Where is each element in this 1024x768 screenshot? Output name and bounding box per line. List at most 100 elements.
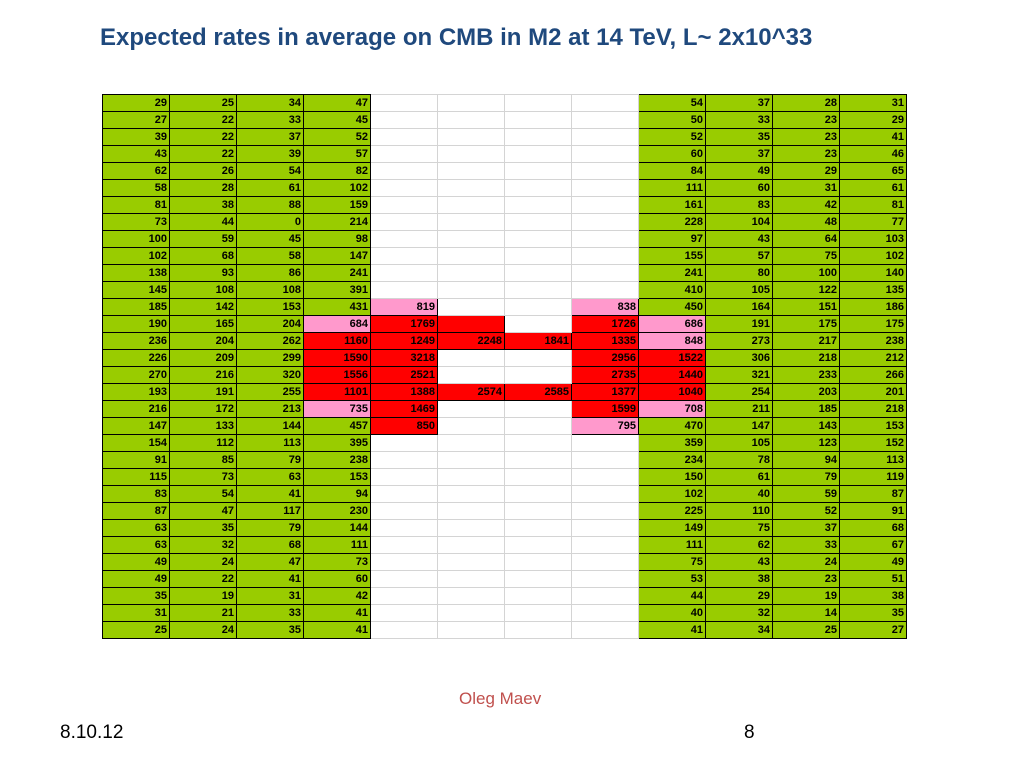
table-cell xyxy=(571,485,639,503)
table-cell: 25 xyxy=(169,94,237,112)
table-cell: 39 xyxy=(102,128,170,146)
table-cell xyxy=(504,145,572,163)
table-cell: 1040 xyxy=(638,383,706,401)
table-cell: 850 xyxy=(370,417,438,435)
table-cell: 49 xyxy=(705,162,773,180)
table-cell xyxy=(504,179,572,197)
table-cell xyxy=(571,502,639,520)
table-cell xyxy=(437,553,505,571)
table-cell: 431 xyxy=(303,298,371,316)
table-cell: 27 xyxy=(102,111,170,129)
table-cell: 1377 xyxy=(571,383,639,401)
table-cell xyxy=(504,400,572,418)
table-cell: 233 xyxy=(772,366,840,384)
table-cell: 31 xyxy=(102,604,170,622)
table-cell: 27 xyxy=(839,621,907,639)
table-row: 63 32 68 111 111 62 33 67 xyxy=(102,536,907,554)
table-cell: 228 xyxy=(638,213,706,231)
table-cell: 22 xyxy=(169,145,237,163)
table-cell: 110 xyxy=(705,502,773,520)
table-cell xyxy=(437,536,505,554)
table-cell: 450 xyxy=(638,298,706,316)
table-cell: 254 xyxy=(705,383,773,401)
author-name: Oleg Maev xyxy=(459,689,542,708)
table-cell xyxy=(370,145,438,163)
table-row: 58 28 61 102 111 60 31 61 xyxy=(102,179,907,197)
table-cell: 23 xyxy=(772,145,840,163)
table-cell: 153 xyxy=(839,417,907,435)
table-cell: 104 xyxy=(705,213,773,231)
table-cell xyxy=(437,128,505,146)
table-cell xyxy=(571,536,639,554)
table-row: 138 93 86 241 241 80 100 140 xyxy=(102,264,907,282)
table-row: 100 59 45 98 97 43 64 103 xyxy=(102,230,907,248)
table-cell xyxy=(437,281,505,299)
table-cell xyxy=(504,485,572,503)
table-cell: 848 xyxy=(638,332,706,350)
table-cell: 85 xyxy=(169,451,237,469)
table-cell: 306 xyxy=(705,349,773,367)
table-cell: 29 xyxy=(705,587,773,605)
table-cell xyxy=(504,553,572,571)
table-cell xyxy=(370,587,438,605)
table-cell: 42 xyxy=(303,587,371,605)
table-cell xyxy=(571,434,639,452)
table-cell: 60 xyxy=(705,179,773,197)
table-cell xyxy=(504,128,572,146)
table-cell: 320 xyxy=(236,366,304,384)
table-cell: 149 xyxy=(638,519,706,537)
table-row: 87 47 117 230 225 110 52 91 xyxy=(102,502,907,520)
table-cell xyxy=(370,570,438,588)
table-cell: 45 xyxy=(236,230,304,248)
table-cell: 144 xyxy=(236,417,304,435)
table-cell xyxy=(504,621,572,639)
table-cell: 191 xyxy=(169,383,237,401)
table-cell: 44 xyxy=(638,587,706,605)
table-cell: 41 xyxy=(236,570,304,588)
table-cell xyxy=(504,434,572,452)
table-cell xyxy=(504,349,572,367)
table-cell: 26 xyxy=(169,162,237,180)
table-cell: 108 xyxy=(169,281,237,299)
table-cell xyxy=(571,570,639,588)
table-cell xyxy=(370,553,438,571)
table-cell: 62 xyxy=(102,162,170,180)
table-cell: 238 xyxy=(303,451,371,469)
table-cell: 213 xyxy=(236,400,304,418)
table-cell xyxy=(437,485,505,503)
table-cell xyxy=(370,128,438,146)
table-cell: 2248 xyxy=(437,332,505,350)
table-row: 29 25 34 47 54 37 28 31 xyxy=(102,94,907,112)
table-cell: 33 xyxy=(772,536,840,554)
table-cell: 97 xyxy=(638,230,706,248)
table-cell: 91 xyxy=(102,451,170,469)
table-cell: 113 xyxy=(839,451,907,469)
table-cell xyxy=(571,230,639,248)
table-cell: 24 xyxy=(169,621,237,639)
table-cell: 838 xyxy=(571,298,639,316)
table-cell xyxy=(437,213,505,231)
table-row: 216 172 213 735 1469 1599 708 211 185 218 xyxy=(102,400,907,418)
table-cell: 41 xyxy=(303,604,371,622)
table-cell xyxy=(437,570,505,588)
table-cell: 186 xyxy=(839,298,907,316)
table-cell: 708 xyxy=(638,400,706,418)
table-cell: 234 xyxy=(638,451,706,469)
table-row: 226 209 299 1590 3218 2956 1522 306 218 212 xyxy=(102,349,907,367)
table-cell: 77 xyxy=(839,213,907,231)
table-cell: 79 xyxy=(772,468,840,486)
table-cell xyxy=(370,468,438,486)
table-cell: 63 xyxy=(236,468,304,486)
table-row: 83 54 41 94 102 40 59 87 xyxy=(102,485,907,503)
table-cell xyxy=(504,162,572,180)
table-cell: 122 xyxy=(772,281,840,299)
table-cell: 102 xyxy=(303,179,371,197)
table-cell: 270 xyxy=(102,366,170,384)
table-cell xyxy=(437,468,505,486)
rates-table: 29 25 34 47 54 37 28 31 27 22 33 45 50 33 23 29 39 22 37 52… xyxy=(102,94,907,639)
table-cell: 35 xyxy=(102,587,170,605)
table-cell: 102 xyxy=(102,247,170,265)
table-cell: 29 xyxy=(102,94,170,112)
table-cell xyxy=(370,179,438,197)
table-cell: 1726 xyxy=(571,315,639,333)
